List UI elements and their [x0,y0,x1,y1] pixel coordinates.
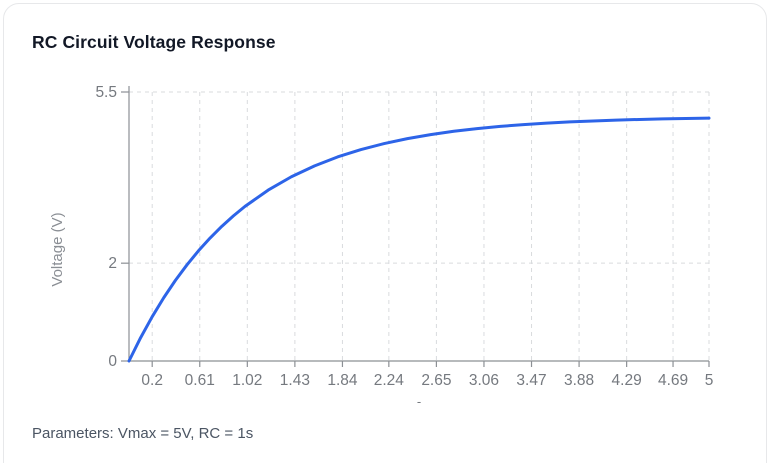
x-tick-label: 2.24 [374,372,405,389]
parameters-note: Parameters: Vmax = 5V, RC = 1s [32,425,254,442]
x-tick-label: 2.65 [421,372,451,389]
x-tick-label: 3.47 [516,372,546,389]
y-tick-label: 2 [108,255,117,272]
x-axis-title: - [417,394,421,409]
y-axis-title: Voltage (V) [49,212,66,286]
x-tick-label: 1.43 [280,372,310,389]
x-tick-label: 1.84 [327,372,358,389]
rc-voltage-chart: 0 2 5.5 0.2 0.61 1.02 1.43 1.84 2.24 2.65 3.06 3.47… [49,84,714,409]
chart-title: RC Circuit Voltage Response [32,32,276,52]
x-tick-label: 4.29 [612,372,642,389]
y-tick-label: 0 [108,353,117,370]
y-tick-label: 5.5 [95,84,117,101]
chart-card: RC Circuit Voltage Response 0 2 5.5 0.2 0.61… [3,3,767,463]
x-tick-label: 4.69 [658,372,688,389]
voltage-curve [127,116,711,363]
x-tick-label: 0.2 [141,372,163,389]
x-tick-label: 1.02 [232,372,262,389]
x-tick-label: 0.61 [185,372,215,389]
x-tick-label: 5 [705,372,714,389]
x-tick-label: 3.06 [469,372,499,389]
x-tick-label: 3.88 [564,372,594,389]
